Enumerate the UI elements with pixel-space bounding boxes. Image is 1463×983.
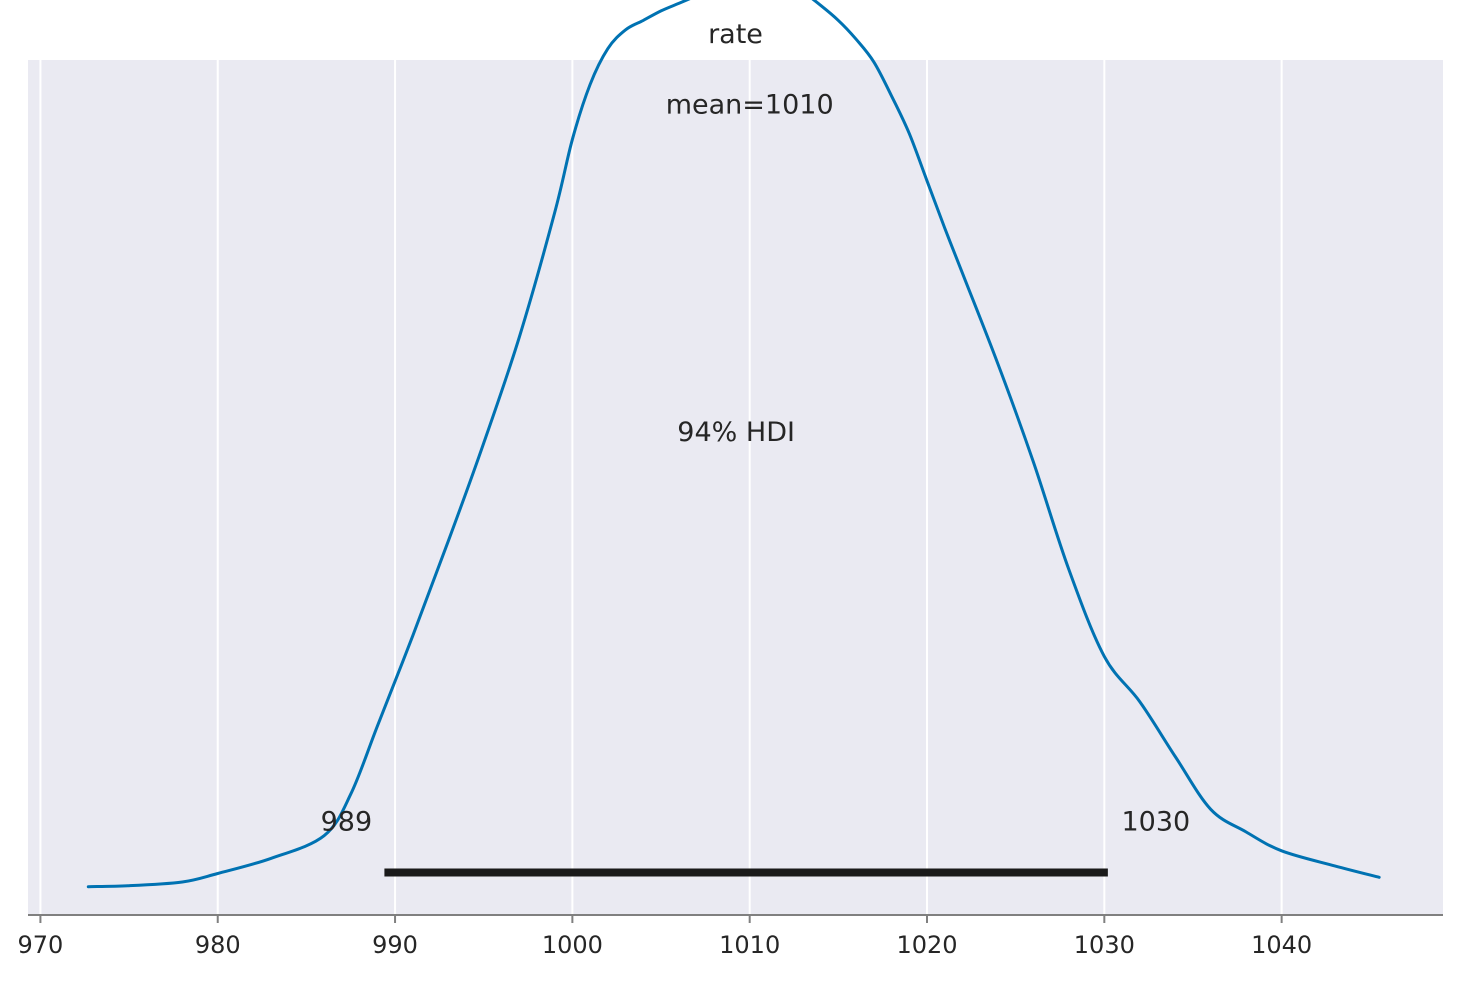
x-tick-label: 1020 (896, 931, 957, 959)
x-axis-ticks: 970 980 990 1000 1010 1020 1030 1040 (18, 915, 1312, 959)
x-tick-label: 1040 (1251, 931, 1312, 959)
x-tick-label: 980 (195, 931, 241, 959)
chart-title: rate (708, 19, 763, 50)
hdi-lower-bound-label: 989 (321, 807, 373, 838)
hdi-upper-bound-label: 1030 (1122, 807, 1191, 838)
x-tick-label: 1030 (1074, 931, 1135, 959)
plot-background (28, 60, 1443, 915)
density-curve (86, 0, 1381, 889)
hdi-level-annotation: 94% HDI (677, 417, 795, 448)
x-tick-label: 1010 (719, 931, 780, 959)
x-tick-label: 990 (372, 931, 418, 959)
mean-annotation: mean=1010 (666, 89, 834, 120)
x-tick-label: 1000 (542, 931, 603, 959)
x-tick-label: 970 (18, 931, 64, 959)
vertical-gridlines (39, 60, 1283, 915)
